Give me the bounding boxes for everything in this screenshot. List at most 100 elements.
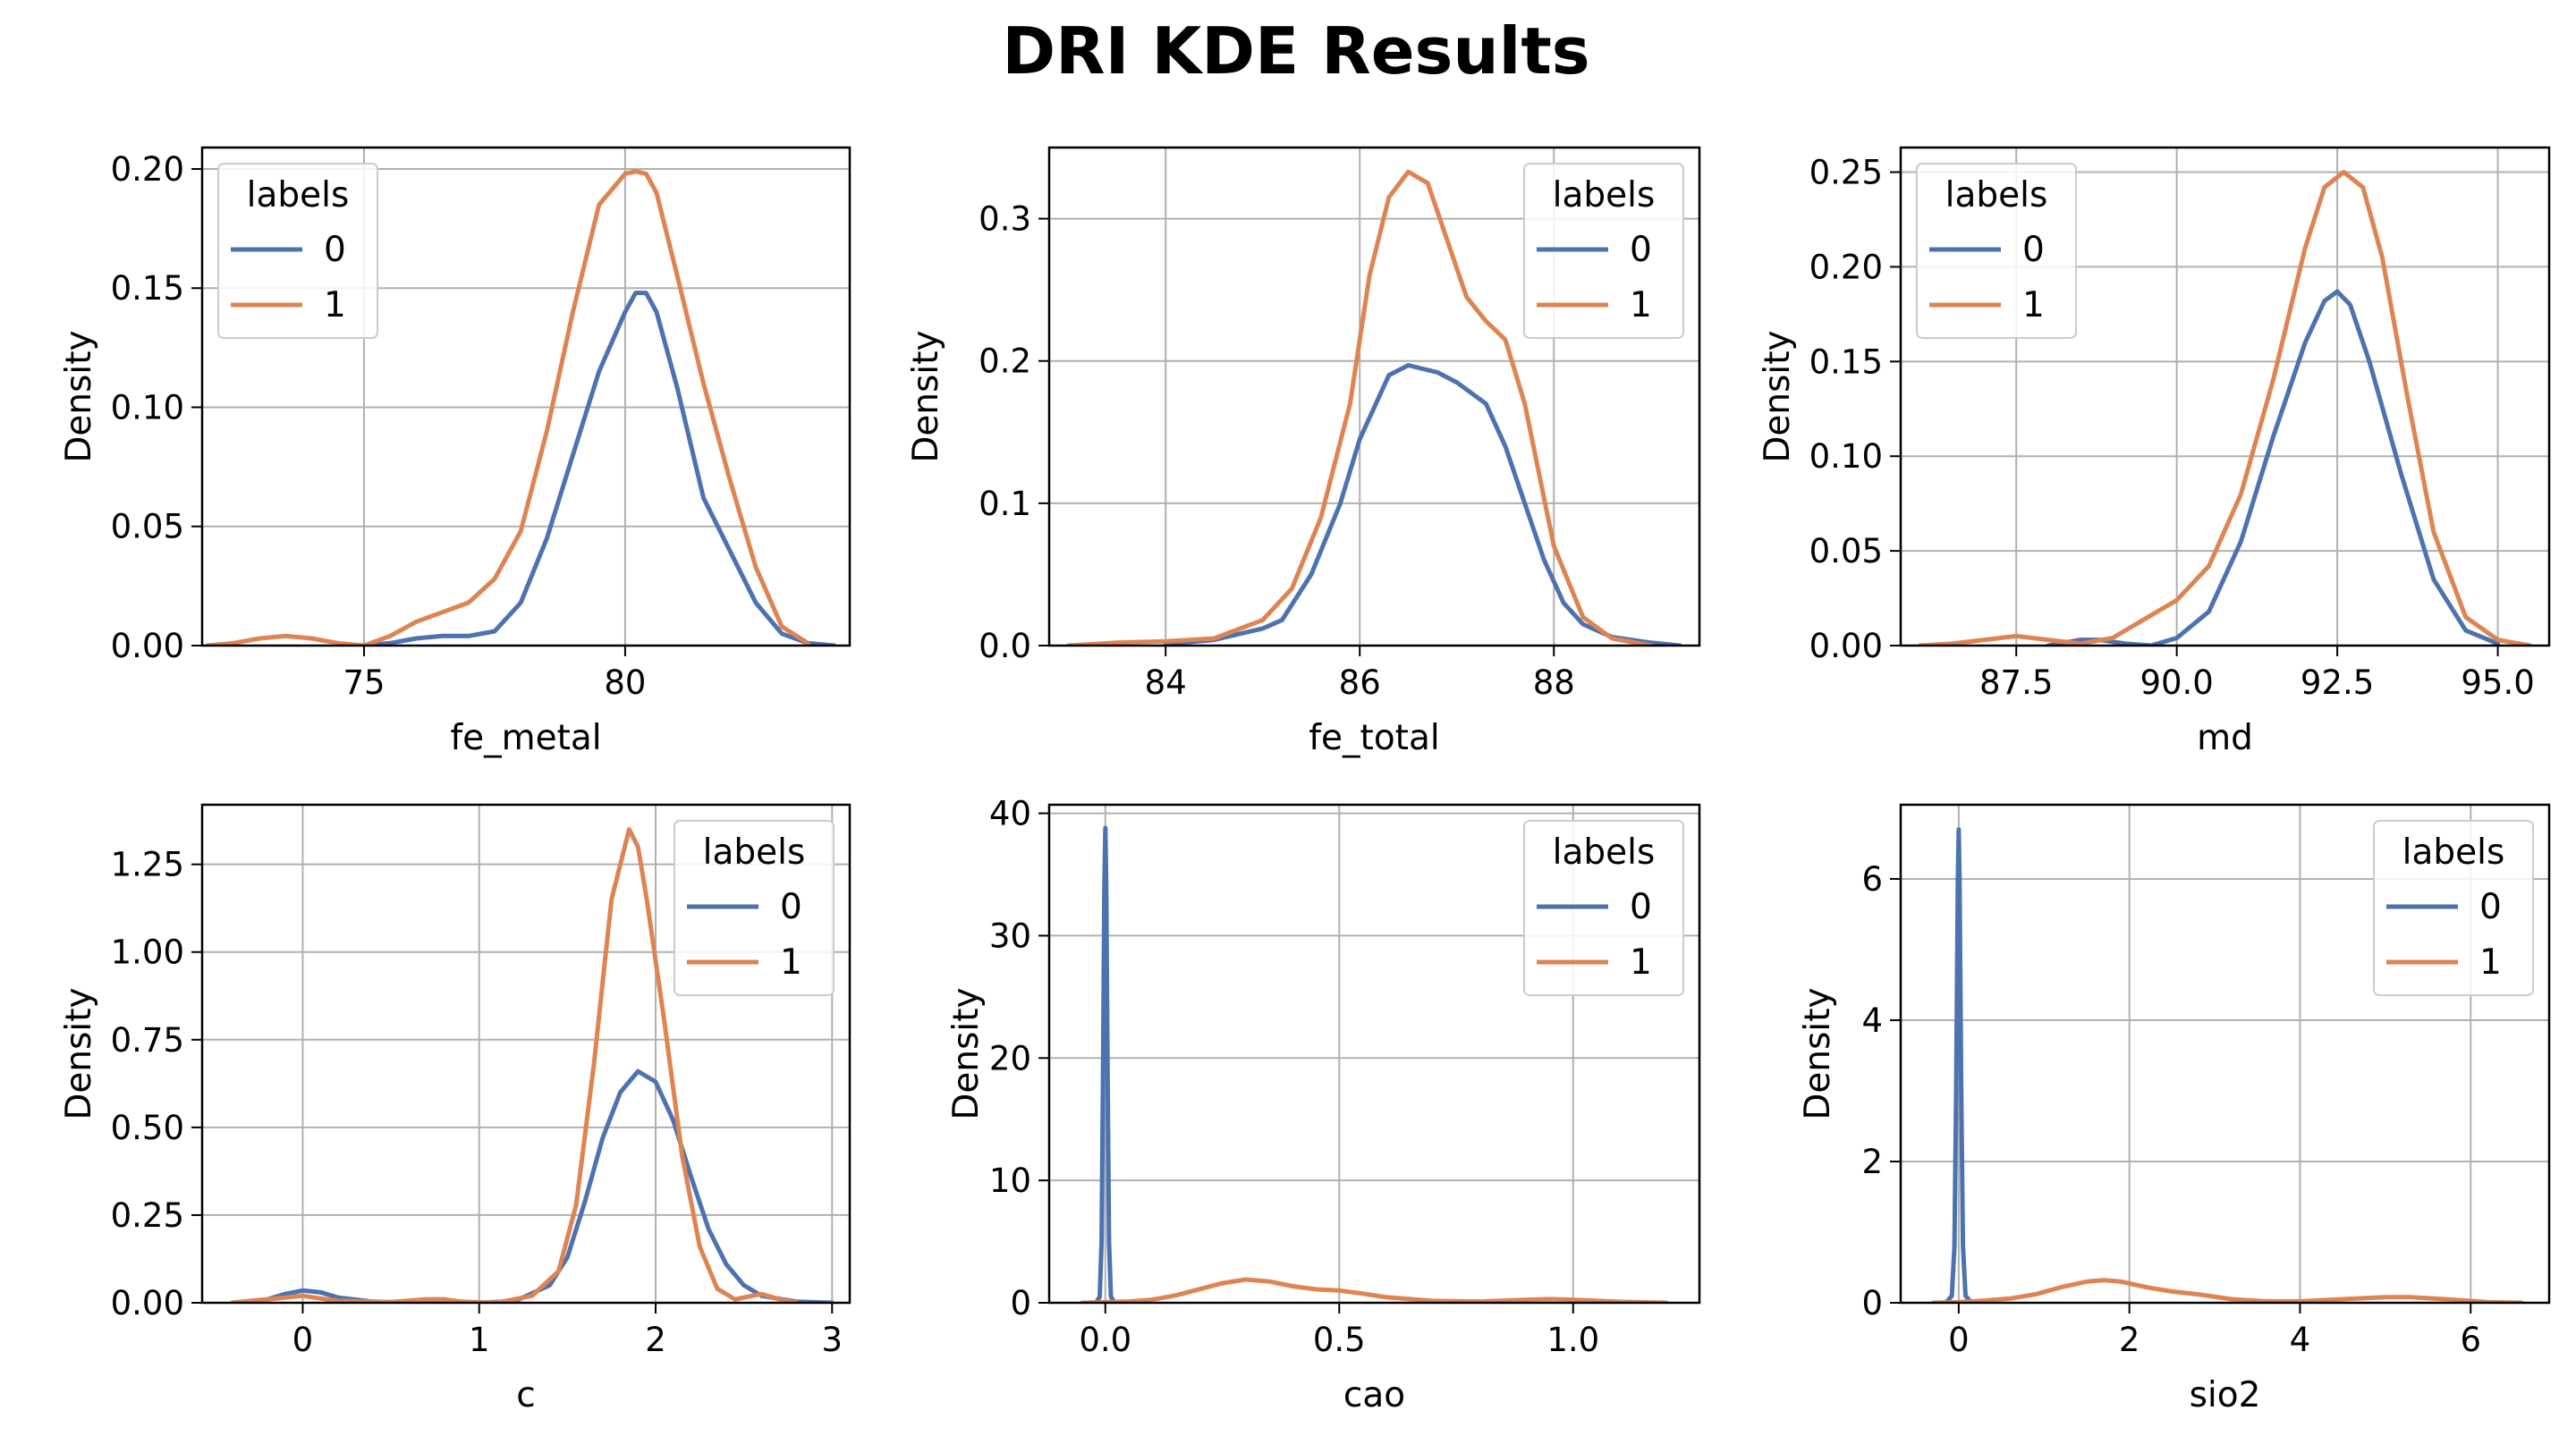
- x-axis-label: fe_metal: [450, 718, 601, 758]
- legend-entry-0: 0: [324, 230, 346, 270]
- legend-entry-1: 1: [324, 285, 346, 325]
- axes-frame: [200, 146, 852, 647]
- x-tick-label: 84: [1145, 663, 1187, 702]
- y-tick-label: 1.25: [111, 846, 184, 884]
- x-tick-label: 95.0: [2461, 663, 2534, 702]
- y-tick-label: 0.00: [111, 627, 184, 665]
- subplot-sio2: 0 2 4 6 0 2 4 6 sio2 Density labels 0 1: [1798, 803, 2551, 1415]
- subplot-cao: 0.0 0.5 1.0 0 10 20 30 40 cao Density labels 0 1: [946, 795, 1701, 1415]
- legend: labels 0 1: [674, 820, 835, 996]
- y-tick-label: 20: [989, 1039, 1031, 1077]
- y-tick-label: 0.75: [111, 1021, 184, 1060]
- series-line-0: [230, 1069, 835, 1303]
- x-tick-label: 0.0: [1079, 1321, 1131, 1359]
- x-tick-label: 0: [1948, 1321, 1970, 1359]
- legend: labels 0 1: [1523, 163, 1684, 339]
- y-tick-label: 0.0: [979, 627, 1031, 665]
- x-tick-label: 80: [604, 663, 646, 702]
- y-axis-label: Density: [1798, 987, 1838, 1119]
- subplots: 75 800.000.050.100.150.20fe_metalDensityl…: [59, 146, 2551, 1415]
- y-tick-label: 0.05: [111, 508, 184, 546]
- y-tick-label: 40: [989, 795, 1031, 833]
- series-line-0: [1093, 825, 1117, 1303]
- series-line-1: [1930, 1278, 2524, 1303]
- x-axis-label: c: [516, 1375, 535, 1415]
- y-tick-label: 0.3: [979, 200, 1031, 239]
- legend-entry-1: 1: [1630, 942, 1652, 983]
- y-tick-label: 30: [989, 917, 1031, 955]
- x-tick-label: 90.0: [2140, 663, 2213, 702]
- y-axis-label: Density: [946, 987, 987, 1119]
- y-tick-label: 1.00: [111, 933, 184, 972]
- legend-title: labels: [1945, 175, 2048, 215]
- x-tick-label: 1: [469, 1321, 490, 1359]
- legend: labels 0 1: [2373, 820, 2534, 996]
- legend-title: labels: [247, 175, 350, 215]
- axes-frame: [1047, 803, 1701, 1305]
- x-axis-label: md: [2197, 718, 2253, 758]
- series-line-1: [205, 169, 810, 646]
- legend-title: labels: [1553, 175, 1656, 215]
- subplot-fe_total: 84 86 88 0.0 0.1 0.2 0.3 fe_total Density labels 0…: [906, 146, 1701, 758]
- legend: labels 0 1: [217, 163, 378, 339]
- y-axis-label: Density: [59, 330, 99, 462]
- series-line-1: [1918, 170, 2532, 646]
- y-tick-label: 0.20: [1809, 248, 1883, 286]
- series-line-0: [2046, 289, 2501, 646]
- y-tick-label: 4: [1861, 1001, 1883, 1040]
- x-tick-label: 2: [2119, 1321, 2140, 1359]
- x-axis-label: sio2: [2190, 1375, 2261, 1415]
- legend-entry-0: 0: [1630, 230, 1652, 270]
- legend: labels 0 1: [1523, 820, 1684, 996]
- x-tick-label: 1.0: [1546, 1321, 1599, 1359]
- legend-title: labels: [703, 832, 806, 873]
- y-axis-label: Density: [1758, 330, 1798, 462]
- axes-frame: [200, 803, 852, 1305]
- legend-entry-0: 0: [2022, 230, 2045, 270]
- figure-title: DRI KDE Results: [1002, 13, 1589, 89]
- legend-entry-1: 1: [2022, 285, 2045, 325]
- y-tick-label: 0.15: [111, 269, 184, 308]
- legend-title: labels: [1553, 832, 1656, 873]
- y-axis-label: Density: [906, 330, 946, 462]
- series-line-0: [361, 291, 836, 646]
- subplot-fe_metal: 75 80 0.00 0.05 0.10 0.15 0.20 fe_metal Density l…: [59, 146, 852, 758]
- subplot-c: 0 1 2 3 0.00 0.25 0.50 0.75 1.00 1.25 c Density labe…: [59, 803, 852, 1415]
- legend-entry-0: 0: [2479, 887, 2502, 927]
- legend-entry-1: 1: [1630, 285, 1652, 325]
- y-tick-label: 2: [1861, 1143, 1883, 1181]
- y-tick-label: 0: [1010, 1284, 1031, 1322]
- x-tick-label: 88: [1533, 663, 1575, 702]
- legend-title: labels: [2402, 832, 2505, 873]
- y-tick-label: 0.00: [111, 1284, 184, 1322]
- x-tick-label: 0: [292, 1321, 314, 1359]
- x-tick-label: 2: [645, 1321, 666, 1359]
- x-axis-label: cao: [1343, 1375, 1405, 1415]
- legend-entry-1: 1: [2479, 942, 2502, 983]
- y-tick-label: 0: [1861, 1284, 1883, 1322]
- axes-frame: [1047, 146, 1701, 647]
- series-line-0: [1944, 827, 1974, 1303]
- legend-entry-1: 1: [780, 942, 802, 983]
- y-axis-label: Density: [59, 987, 99, 1119]
- series-line-1: [1080, 1277, 1669, 1303]
- legend-entry-0: 0: [780, 887, 802, 927]
- y-tick-label: 0.25: [111, 1196, 184, 1235]
- series-line-0: [1163, 363, 1682, 646]
- y-tick-label: 0.2: [979, 342, 1031, 381]
- y-tick-label: 0.1: [979, 485, 1031, 523]
- x-tick-label: 75: [343, 663, 385, 702]
- x-tick-label: 0.5: [1313, 1321, 1366, 1359]
- y-tick-label: 0.20: [111, 150, 184, 189]
- series-line-1: [1066, 169, 1654, 646]
- y-tick-label: 6: [1861, 860, 1883, 899]
- x-tick-label: 4: [2290, 1321, 2311, 1359]
- y-tick-label: 0.10: [1809, 437, 1883, 476]
- y-tick-label: 0.15: [1809, 342, 1883, 381]
- legend-entry-0: 0: [1630, 887, 1652, 927]
- axes-frame: [1899, 146, 2551, 647]
- x-tick-label: 92.5: [2301, 663, 2374, 702]
- y-tick-label: 0.00: [1809, 627, 1883, 665]
